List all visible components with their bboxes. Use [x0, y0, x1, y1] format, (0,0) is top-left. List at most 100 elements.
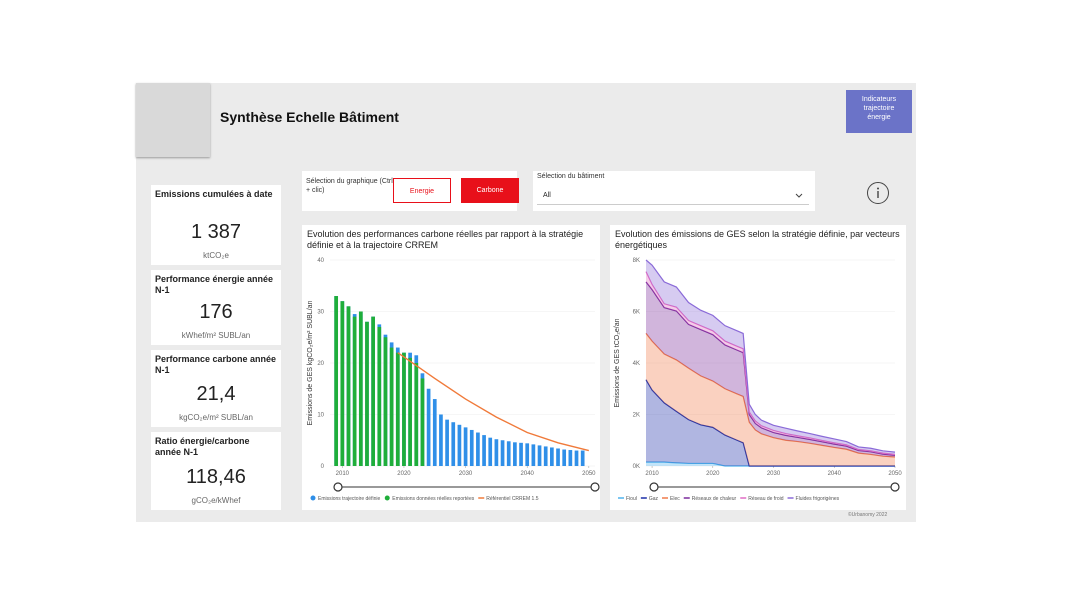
y-tick-label: 8K [633, 258, 640, 264]
x-tick-label: 2040 [521, 471, 535, 477]
area [646, 379, 895, 466]
y-tick-label: 4K [633, 361, 640, 367]
legend-label: Emissions données réelles reportées [392, 496, 474, 502]
bar [346, 306, 351, 466]
bar [543, 446, 548, 466]
x-tick-label: 2050 [582, 471, 596, 477]
bar [519, 442, 523, 466]
area-line [645, 259, 896, 453]
area-line [645, 333, 896, 458]
chart-title: Evolution des émissions de GES selon la … [615, 229, 900, 250]
x-tick-label: 2020 [397, 471, 411, 477]
nav-button[interactable]: Indicateurs trajectoire énergie [846, 90, 912, 133]
bar [500, 440, 505, 466]
bar [426, 388, 431, 466]
info-icon[interactable] [866, 181, 890, 205]
area-line [645, 379, 895, 467]
bar [556, 448, 560, 466]
y-tick-label: 6K [633, 310, 640, 316]
bar [358, 311, 363, 466]
bar [395, 352, 400, 466]
area-line [645, 281, 896, 457]
page-title: Synthèse Echelle Bâtiment [220, 109, 399, 125]
bar [513, 442, 517, 466]
kpi-label: Ratio énergie/carbone année N-1 [155, 436, 250, 457]
credit: ©Urbanomy 2022 [848, 512, 888, 518]
bar [340, 301, 345, 466]
kpi-value: 118,46 [186, 466, 246, 488]
x-tick-label: 2010 [645, 471, 659, 477]
bar [457, 424, 462, 466]
dropdown[interactable]: All [537, 188, 809, 205]
y-tick-label: 20 [317, 361, 324, 367]
bar [365, 321, 369, 466]
filter-label: Sélection du bâtiment [537, 173, 605, 180]
bar [494, 439, 499, 466]
kpi-unit: kWhef/m² SUBL/an [181, 331, 251, 340]
bar [574, 450, 579, 466]
y-tick-label: 30 [317, 310, 324, 316]
kpi-card: Performance énergie année N-1 176 kWhef/m²… [151, 270, 281, 345]
bar [469, 429, 474, 466]
kpi-label: Emissions cumulées à date [155, 189, 273, 199]
kpi-unit: ktCO₂e [203, 251, 229, 260]
legend-label: Fluides frigorigènes [796, 496, 840, 502]
y-tick-label: 40 [317, 258, 324, 264]
toggle-button[interactable]: Carbone [461, 178, 519, 203]
line [397, 352, 590, 452]
legend-label: Emissions trajectoire définie [318, 496, 380, 502]
graph-filter: Sélection du graphique (Ctrl + clic) Ene… [302, 171, 519, 211]
building-filter: Sélection du bâtiment All [533, 171, 815, 211]
bar [377, 326, 382, 466]
kpi-value: 1 387 [190, 221, 242, 243]
legend-label: Elec [670, 496, 680, 502]
y-tick-label: 0K [633, 464, 640, 470]
bar [562, 449, 567, 466]
x-tick-label: 2010 [336, 471, 350, 477]
bar [334, 296, 339, 466]
bar [352, 316, 357, 466]
x-tick-label: 2020 [706, 471, 720, 477]
kpi-card: Ratio énergie/carbone année N-1 118,46 gCO… [151, 432, 281, 510]
bar [420, 378, 425, 466]
bar [580, 450, 585, 466]
bar [531, 444, 536, 466]
x-tick-label: 2030 [767, 471, 781, 477]
bar [389, 347, 394, 466]
area [646, 281, 895, 457]
x-tick-label: 2050 [888, 471, 902, 477]
bar [445, 419, 449, 466]
kpi-unit: gCO₂e/kWhef [191, 496, 241, 505]
bar [383, 337, 388, 466]
toggle-button[interactable]: Energie [393, 178, 451, 203]
y-tick-label: 10 [317, 413, 324, 419]
x-tick-label: 2040 [828, 471, 842, 477]
x-tick-label: 2030 [459, 471, 473, 477]
kpi-unit: kgCO₂e/m² SUBL/an [179, 413, 253, 422]
area [646, 333, 895, 466]
chart-title: Evolution des performances carbone réell… [307, 229, 584, 250]
slider-handle [333, 482, 343, 492]
slider-handle [649, 482, 659, 492]
logo [136, 83, 210, 157]
area-line [645, 271, 896, 456]
bar [488, 437, 493, 466]
legend-label: Réseaux de chaleur [692, 496, 737, 502]
bar [402, 352, 406, 466]
slider-handle [590, 482, 600, 492]
legend-swatch [384, 495, 390, 501]
legend-label: Fioul [626, 496, 637, 502]
legend-swatch [310, 495, 316, 501]
kpi-label: Performance carbone année N-1 [155, 354, 277, 375]
bar [476, 432, 480, 466]
slider-handle [890, 482, 900, 492]
bar [408, 357, 412, 466]
bar [432, 399, 437, 466]
y-axis-label: Emissions de GES kgCO₂e/m² SUBL/an [307, 300, 314, 425]
legend-label: Réseau de froid [748, 496, 784, 502]
kpi-value: 176 [199, 301, 233, 323]
bar [537, 445, 542, 466]
y-tick-label: 2K [633, 413, 640, 419]
